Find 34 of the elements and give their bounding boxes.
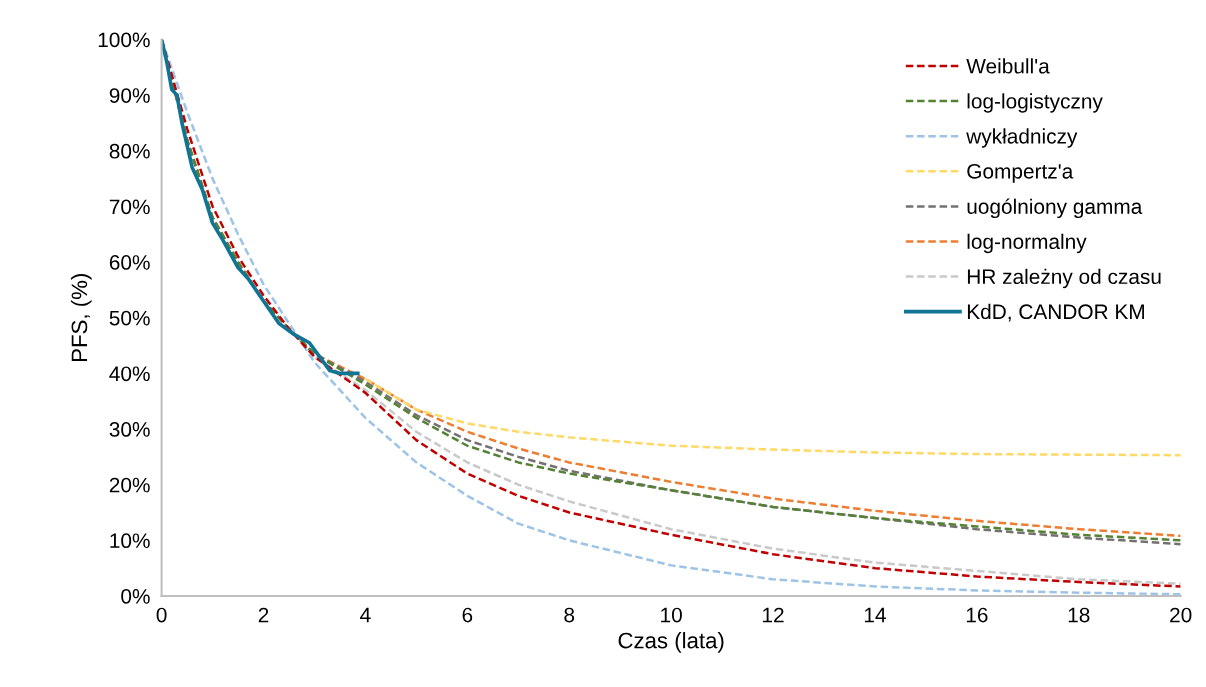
y-tick-label: 30% (109, 422, 150, 437)
y-tick-label: 10% (110, 533, 150, 549)
x-tick-label: 2 (258, 607, 269, 623)
legend-label: uogólniony gamma (967, 198, 1143, 219)
legend-label: wykładniczy (966, 128, 1078, 148)
y-tick-label: 20% (109, 477, 150, 493)
x-tick-label: 8 (564, 607, 575, 623)
y-tick-label: 60% (109, 255, 150, 270)
x-axis-title: Czas (lata) (618, 632, 724, 653)
x-tick-label: 0 (156, 607, 167, 623)
y-tick-label: 100% (98, 32, 150, 48)
y-tick-label: 40% (109, 366, 150, 382)
x-tick-label: 20 (1170, 607, 1192, 623)
legend-label: HR zależny od czasu (967, 268, 1161, 289)
y-tick-label: 90% (109, 88, 150, 103)
x-tick-label: 6 (462, 607, 473, 623)
legend-label: log-normalny (967, 233, 1087, 254)
line-series (161, 39, 360, 376)
legend-label: log-logistyczny (967, 93, 1103, 113)
x-tick-label: 16 (966, 607, 988, 623)
x-tick-label: 18 (1068, 607, 1090, 623)
y-tick-label: 80% (109, 143, 150, 159)
x-tick-label: 10 (661, 607, 682, 623)
legend-label: Gompertz'a (967, 163, 1074, 183)
y-tick-label: 0% (121, 588, 150, 604)
legend-label: KdD, CANDOR KM (967, 303, 1144, 322)
x-tick-label: 12 (763, 607, 784, 623)
y-tick-label: 70% (109, 199, 150, 215)
y-tick-label: 50% (109, 310, 150, 326)
y-axis-title: PFS, (%) (70, 274, 92, 361)
line-series (364, 377, 1181, 457)
x-tick-label: 4 (360, 607, 371, 623)
x-tick-label: 14 (864, 607, 886, 623)
legend-label: Weibull'a (966, 58, 1050, 74)
